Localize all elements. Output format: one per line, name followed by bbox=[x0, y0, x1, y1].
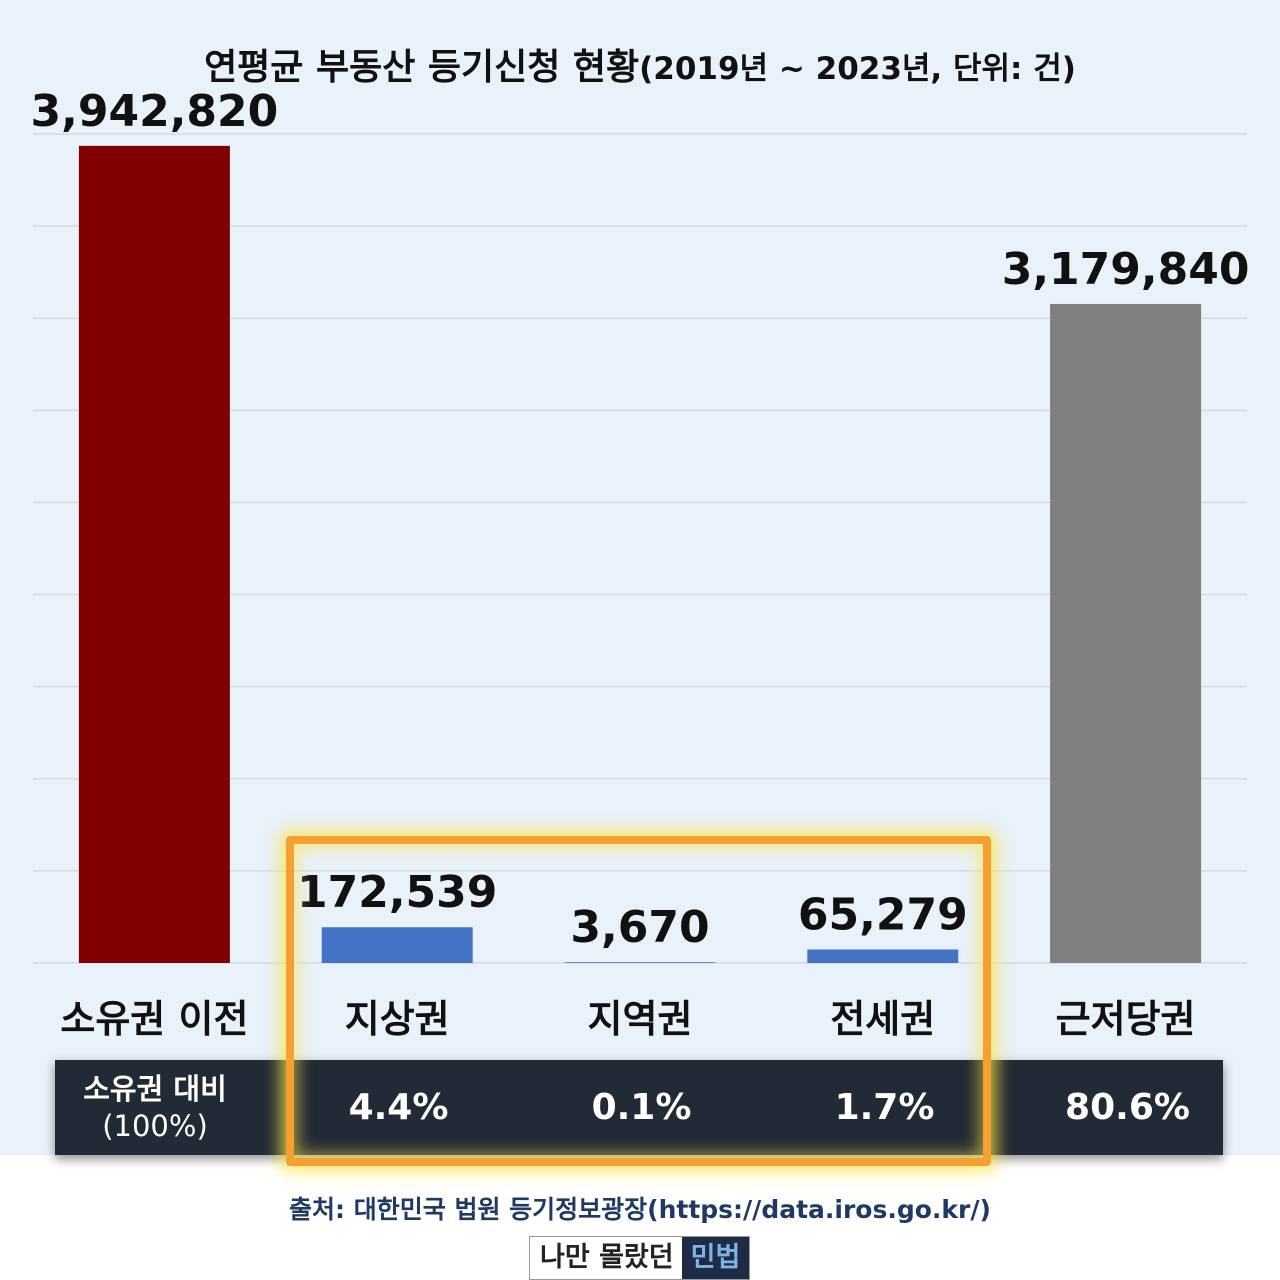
ratio-label: 소유권 대비 bbox=[83, 1072, 227, 1107]
value-label: 3,942,820 bbox=[31, 86, 279, 137]
value-label: 65,279 bbox=[798, 889, 968, 940]
ratio-value-jeonse: 1.7% bbox=[834, 1087, 935, 1128]
bar-3 bbox=[564, 962, 716, 963]
logo-text-part1: 나만 몰랐던 bbox=[540, 1242, 674, 1273]
value-label: 3,179,840 bbox=[1002, 244, 1250, 295]
ratio-row: 소유권 대비 (100%) 4.4% 0.1% 1.7% 80.6% bbox=[55, 1060, 1223, 1155]
source-note: 출처: 대한민국 법원 등기정보광장(https://data.iros.go.… bbox=[289, 1195, 991, 1224]
title-subtitle: (2019년 ~ 2023년, 단위: 건) bbox=[639, 51, 1076, 87]
ratio-value-mortgage: 80.6% bbox=[1065, 1087, 1190, 1128]
ratio-base-pct: (100%) bbox=[102, 1108, 208, 1143]
bar-1 bbox=[78, 145, 230, 963]
value-label: 172,539 bbox=[297, 867, 497, 918]
ratio-value-easement: 0.1% bbox=[591, 1087, 692, 1128]
bar-4 bbox=[807, 949, 959, 963]
category-label: 근저당권 bbox=[1056, 997, 1196, 1041]
category-label: 지역권 bbox=[588, 997, 693, 1041]
chart-title: 연평균 부동산 등기신청 현황(2019년 ~ 2023년, 단위: 건) bbox=[0, 38, 1280, 90]
category-label: 지상권 bbox=[345, 997, 450, 1041]
value-label: 3,670 bbox=[570, 902, 709, 953]
category-label: 전세권 bbox=[830, 997, 935, 1041]
brand-logo: 나만 몰랐던 민법 bbox=[529, 1236, 751, 1280]
title-main: 연평균 부동산 등기신청 현황 bbox=[204, 47, 640, 88]
bar-chart: 3,942,820 소유권 이전 172,539 지상권 3,670 지역권 65,279 전… bbox=[31, 86, 1250, 1041]
bar-5 bbox=[1050, 303, 1202, 963]
ratio-value-superficies: 4.4% bbox=[348, 1087, 449, 1128]
logo-text-part2: 민법 bbox=[681, 1237, 750, 1279]
ratio-row-header: 소유권 대비 (100%) bbox=[55, 1060, 255, 1155]
bar-2 bbox=[321, 927, 473, 963]
category-label: 소유권 이전 bbox=[60, 997, 248, 1041]
